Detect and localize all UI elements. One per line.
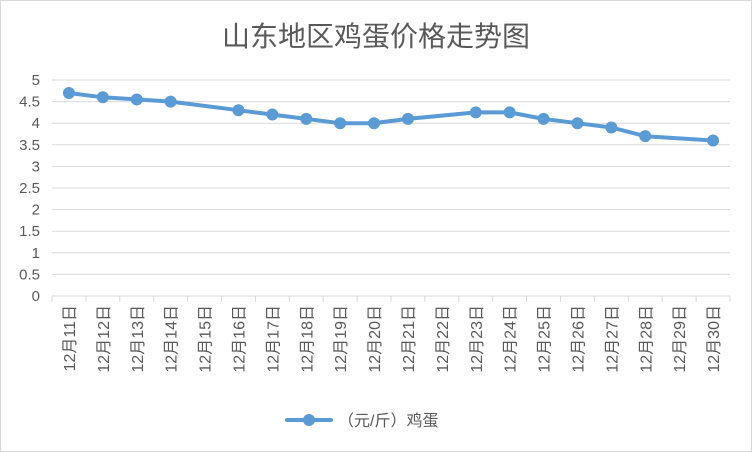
legend-marker xyxy=(303,414,315,426)
y-tick-label: 0.5 xyxy=(19,266,40,283)
data-point xyxy=(639,130,652,143)
x-tick-label: 12月19日 xyxy=(333,305,350,373)
x-tick-label: 12月26日 xyxy=(570,305,587,373)
x-tick-label: 12月27日 xyxy=(604,305,621,373)
y-tick-label: 2.5 xyxy=(19,180,40,197)
data-point xyxy=(503,106,516,119)
x-tick-label: 12月24日 xyxy=(503,305,520,373)
y-tick-label: 2 xyxy=(32,202,40,219)
x-axis-labels: 12月11日 12月12日 12月13日 12月14日 12月15日 12月16日 12月1… xyxy=(62,305,723,373)
data-point xyxy=(266,108,279,121)
legend-label: （元/斤）鸡蛋 xyxy=(338,412,438,430)
x-tick-label: 12月25日 xyxy=(537,305,554,373)
x-tick-label: 12月17日 xyxy=(265,305,282,373)
x-tick-label: 12月12日 xyxy=(96,305,113,373)
y-tick-label: 4 xyxy=(32,115,40,132)
x-tick-label: 12月29日 xyxy=(672,305,689,373)
x-tick-label: 12月13日 xyxy=(130,305,147,373)
x-tick-label: 12月16日 xyxy=(231,305,248,373)
data-point xyxy=(537,112,550,125)
y-tick-label: 1.5 xyxy=(19,223,40,240)
x-tick-label: 12月21日 xyxy=(401,305,418,373)
data-point xyxy=(334,117,347,130)
series-group xyxy=(62,86,720,147)
x-tick-label: 12月11日 xyxy=(62,305,79,371)
data-point xyxy=(368,117,381,130)
y-tick-label: 3.5 xyxy=(19,137,40,154)
data-point xyxy=(62,86,75,99)
x-tick-label: 12月18日 xyxy=(299,305,316,373)
x-axis-ticks xyxy=(51,296,731,302)
y-tick-label: 3 xyxy=(32,158,40,175)
y-tick-label: 1 xyxy=(32,245,40,262)
data-point xyxy=(300,112,313,125)
data-point xyxy=(469,106,482,119)
y-tick-label: 0 xyxy=(32,288,40,305)
y-axis-labels: 0 0.5 1 1.5 2 2.5 3 3.5 4 4.5 5 xyxy=(19,72,40,305)
x-tick-label: 12月20日 xyxy=(367,305,384,373)
x-tick-label: 12月28日 xyxy=(638,305,655,373)
x-tick-label: 12月30日 xyxy=(706,305,723,373)
gridlines xyxy=(52,79,730,297)
x-tick-label: 12月22日 xyxy=(435,305,452,373)
data-point xyxy=(96,91,109,104)
data-point xyxy=(707,134,720,147)
y-tick-label: 4.5 xyxy=(19,94,40,111)
data-point xyxy=(232,104,245,117)
legend: （元/斤）鸡蛋 xyxy=(285,412,438,430)
data-point xyxy=(605,121,618,134)
data-point xyxy=(401,112,414,125)
y-tick-label: 5 xyxy=(32,72,40,89)
data-point xyxy=(130,93,143,106)
x-tick-label: 12月14日 xyxy=(164,305,181,373)
chart-title: 山东地区鸡蛋价格走势图 xyxy=(222,21,530,52)
data-point xyxy=(164,95,177,108)
data-point xyxy=(571,117,584,130)
x-tick-label: 12月23日 xyxy=(469,305,486,373)
x-tick-label: 12月15日 xyxy=(198,305,215,373)
